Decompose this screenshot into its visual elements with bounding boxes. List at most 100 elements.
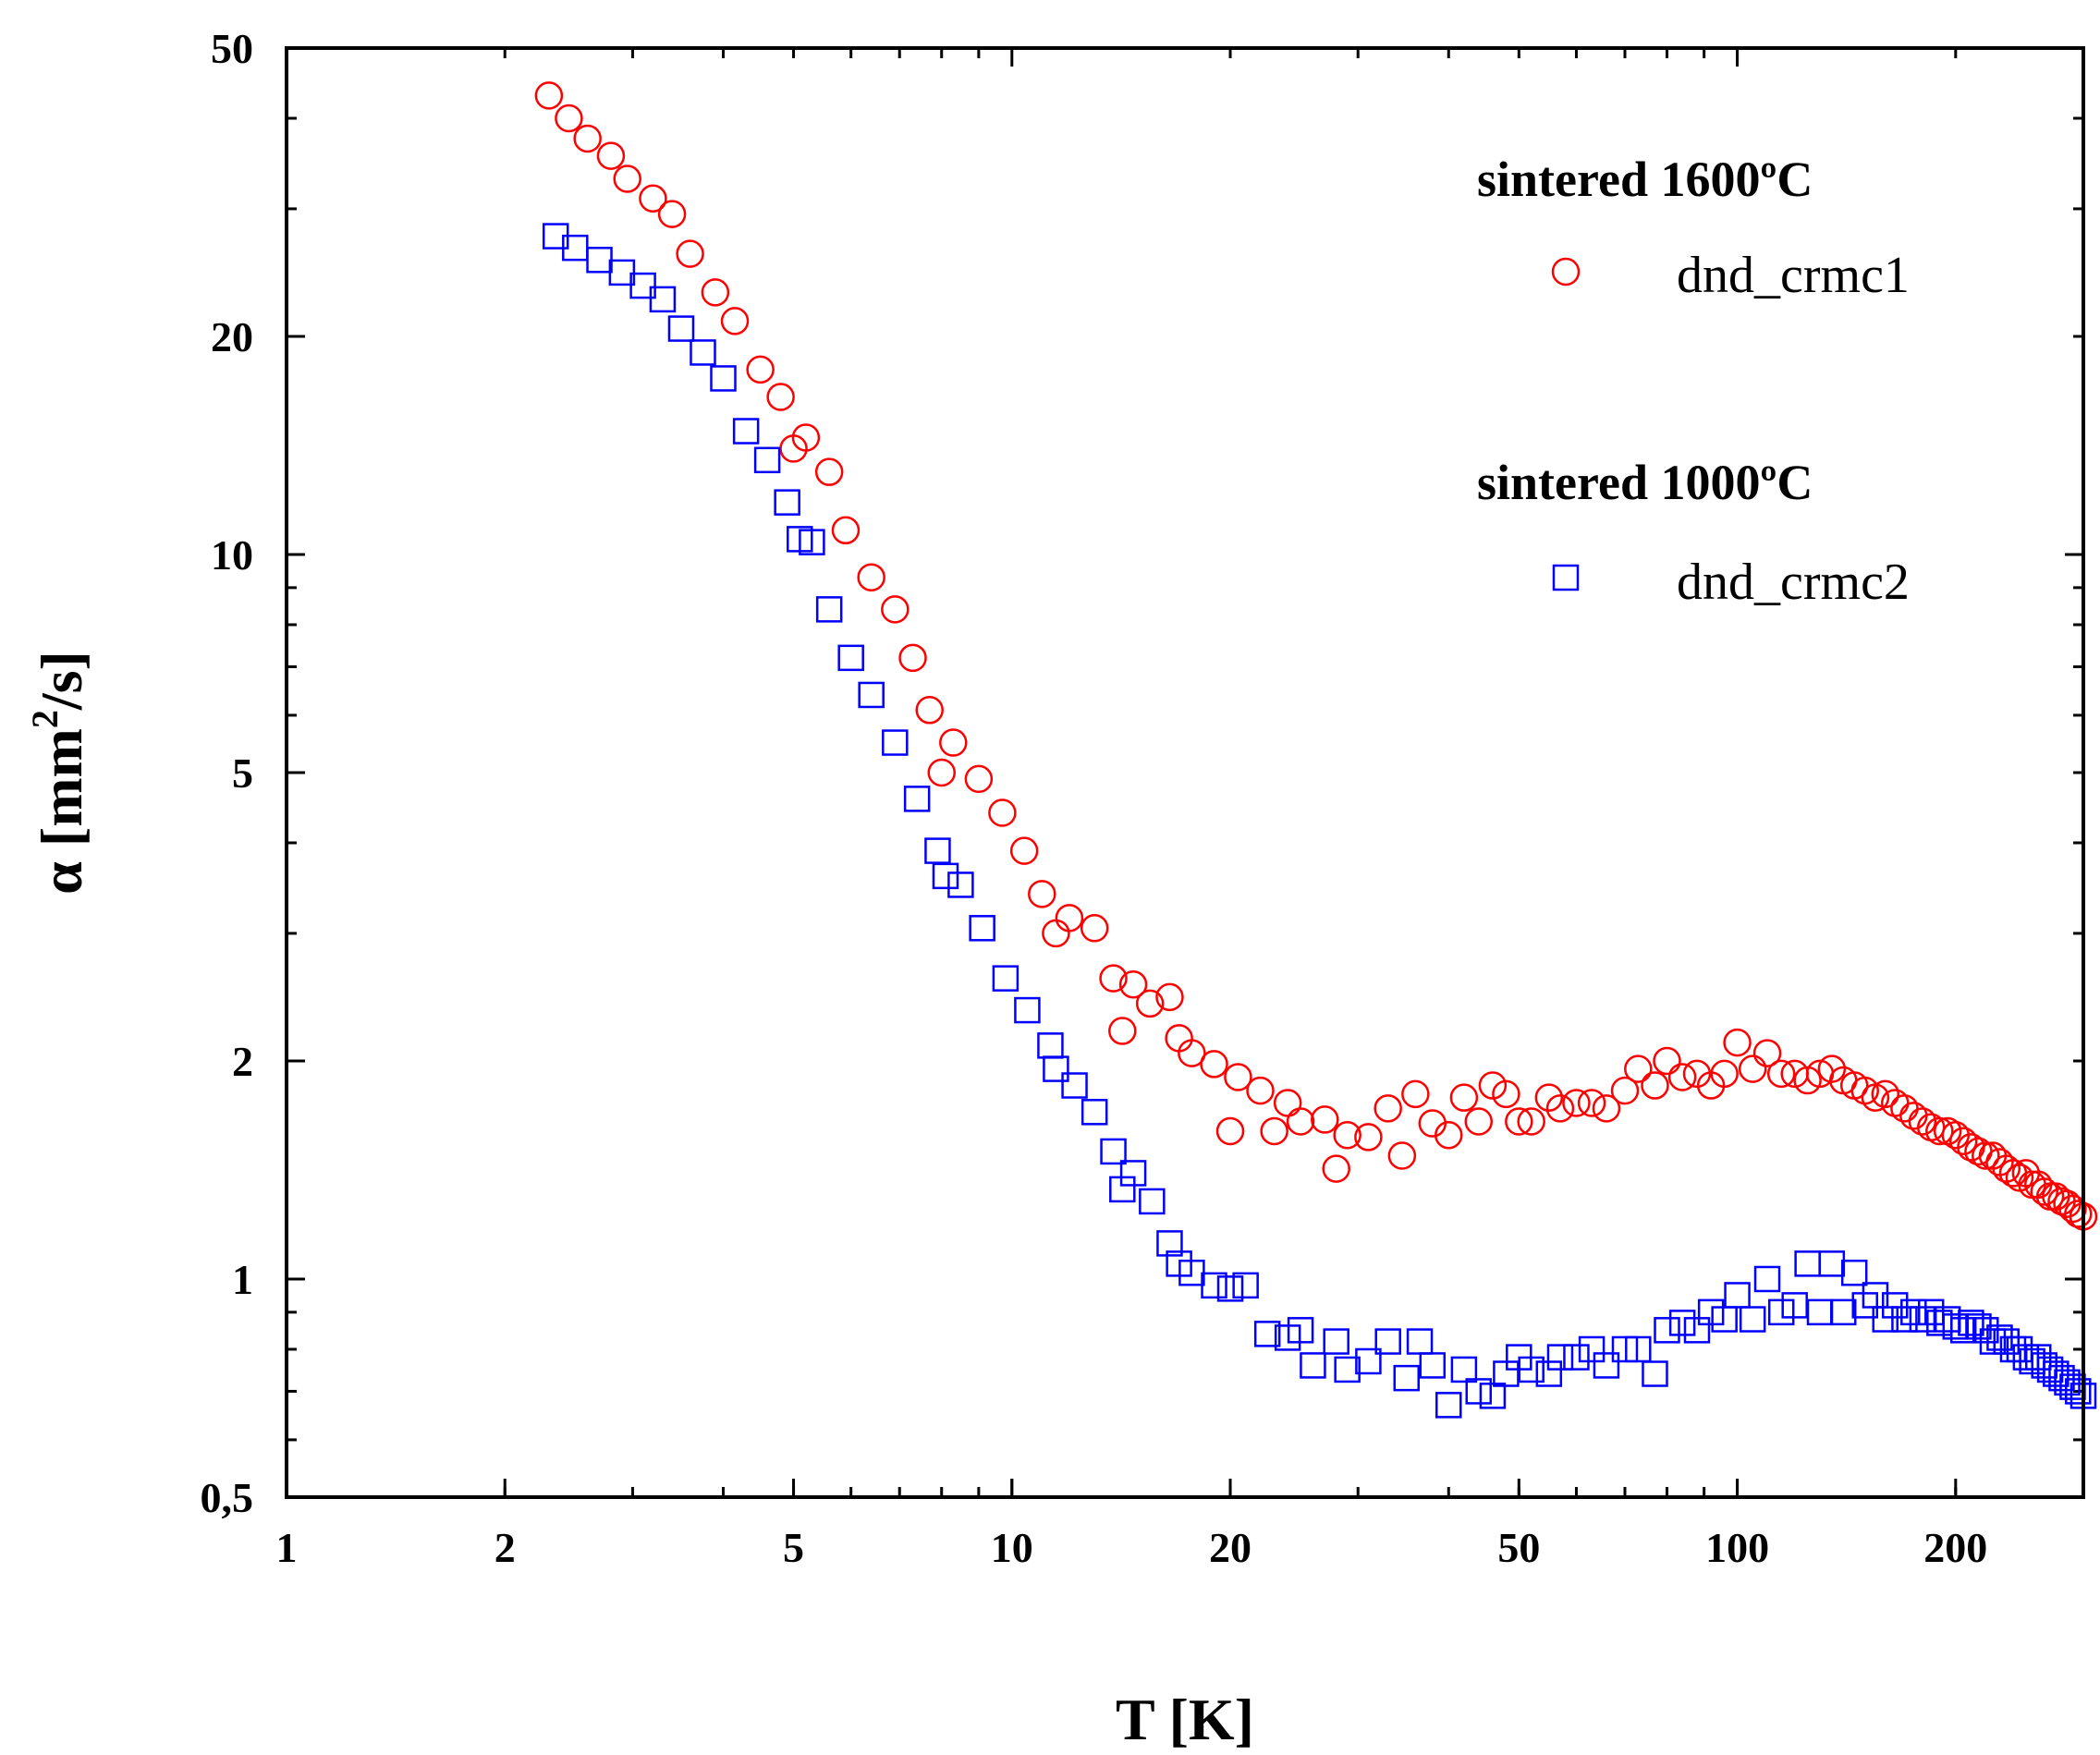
data-point-circle	[2064, 1200, 2093, 1228]
data-point-square	[1518, 1356, 1544, 1383]
data-point-circle	[1752, 1039, 1782, 1067]
data-point-square	[1216, 1275, 1244, 1302]
data-point-circle	[2030, 1177, 2058, 1206]
data-point-circle	[1028, 880, 1056, 908]
data-point-circle	[1080, 914, 1109, 943]
data-point-circle	[1449, 1083, 1479, 1112]
data-point-circle	[1766, 1059, 1796, 1089]
data-point-square	[753, 446, 781, 474]
y-tick-label: 20	[211, 313, 253, 360]
x-tick-label: 2	[494, 1524, 516, 1571]
y-tick-label: 10	[211, 531, 253, 579]
data-point-square	[732, 418, 760, 445]
data-point-square	[1979, 1328, 2007, 1355]
data-point-square	[1435, 1392, 1462, 1419]
data-point-square	[1578, 1335, 1606, 1363]
data-point-circle	[1653, 1046, 1681, 1076]
data-point-square	[1253, 1321, 1281, 1347]
data-point-circle	[1534, 1083, 1564, 1112]
data-point-square	[1891, 1306, 1918, 1333]
data-point-square	[1668, 1310, 1696, 1336]
data-point-square	[924, 837, 951, 864]
x-axis-tick-labels: 1 2 5 10 20 50 100 200	[276, 1524, 1988, 1571]
y-tick-label: 1	[232, 1256, 253, 1303]
x-tick-label: 50	[1497, 1524, 1540, 1571]
data-point-square	[1374, 1328, 1401, 1355]
data-point-square	[1683, 1317, 1711, 1344]
data-point-circle	[1224, 1063, 1252, 1091]
data-point-square	[667, 315, 695, 342]
data-point-circle	[1354, 1123, 1383, 1152]
data-point-circle	[596, 141, 626, 170]
data-point-square	[1739, 1306, 1766, 1333]
data-point-circle	[1215, 1116, 1245, 1146]
data-point-square	[1201, 1272, 1227, 1299]
data-point-circle	[881, 595, 910, 624]
data-point-circle	[1401, 1079, 1430, 1109]
data-point-circle	[1260, 1116, 1288, 1146]
x-tick-label: 200	[1923, 1524, 1987, 1571]
y-tick-label: 5	[232, 750, 253, 797]
data-point-circle	[1387, 1141, 1417, 1170]
data-point-circle	[1333, 1120, 1361, 1150]
data-point-square	[1334, 1356, 1361, 1383]
data-point-circle	[1099, 964, 1128, 993]
series-dnd_crmc1	[534, 81, 2098, 1231]
x-tick-label: 5	[783, 1524, 804, 1571]
data-point-square	[1900, 1298, 1927, 1326]
data-point-square	[1479, 1383, 1507, 1409]
data-point-circle	[1322, 1154, 1350, 1183]
data-point-circle	[676, 239, 704, 268]
y-axis-title-unit: /s]	[29, 651, 94, 711]
y-axis-tick-labels: 0,5 1 2 5 10 20 50	[201, 25, 254, 1521]
data-point-circle	[1009, 836, 1039, 865]
data-point-square	[1139, 1188, 1166, 1215]
data-point-square	[1355, 1347, 1382, 1375]
data-point-circle	[915, 696, 944, 725]
data-point-square	[1081, 1099, 1108, 1126]
series-dnd_crmc2	[542, 223, 2097, 1419]
data-point-square	[1287, 1317, 1314, 1344]
x-axis-title: T [K]	[1116, 1687, 1254, 1752]
data-point-square	[1061, 1072, 1088, 1099]
data-point-circle	[639, 184, 667, 213]
data-point-square	[1642, 1360, 1668, 1387]
data-point-square	[690, 339, 716, 366]
data-point-square	[1840, 1260, 1868, 1286]
data-point-circle	[1118, 970, 1148, 999]
data-point-square	[1043, 1055, 1069, 1082]
y-axis-title-main: α [mm	[29, 728, 94, 895]
data-point-square	[1100, 1138, 1127, 1165]
data-point-circle	[1723, 1028, 1752, 1057]
data-point-circle	[1908, 1107, 1937, 1136]
data-point-circle	[1246, 1076, 1275, 1105]
data-point-square	[992, 965, 1019, 992]
data-point-circle	[534, 81, 564, 110]
x-tick-label: 20	[1209, 1524, 1251, 1571]
data-point-square	[1156, 1230, 1183, 1257]
data-point-square	[1724, 1282, 1751, 1309]
data-point-square	[1767, 1298, 1795, 1326]
data-point-square	[1465, 1378, 1493, 1405]
data-point-square	[1753, 1265, 1781, 1293]
data-point-square	[858, 681, 885, 709]
x-tick-label: 1	[276, 1524, 298, 1571]
data-point-circle	[927, 758, 956, 787]
data-point-square	[1958, 1310, 1984, 1336]
data-point-circle	[1592, 1094, 1621, 1123]
data-point-circle	[1738, 1054, 1767, 1083]
legend-marker-circle	[1551, 257, 1581, 286]
data-point-circle	[1505, 1107, 1533, 1136]
data-point-circle	[1055, 904, 1084, 932]
y-tick-label: 50	[211, 25, 253, 72]
data-point-circle	[791, 423, 821, 452]
data-point-square	[932, 862, 959, 890]
data-point-circle	[766, 383, 795, 411]
x-tick-label: 100	[1705, 1524, 1769, 1571]
data-point-circle	[1200, 1050, 1228, 1079]
data-point-circle	[1871, 1079, 1900, 1109]
data-point-square	[837, 644, 864, 672]
data-point-square	[1563, 1344, 1590, 1371]
data-point-circle	[1464, 1107, 1494, 1136]
